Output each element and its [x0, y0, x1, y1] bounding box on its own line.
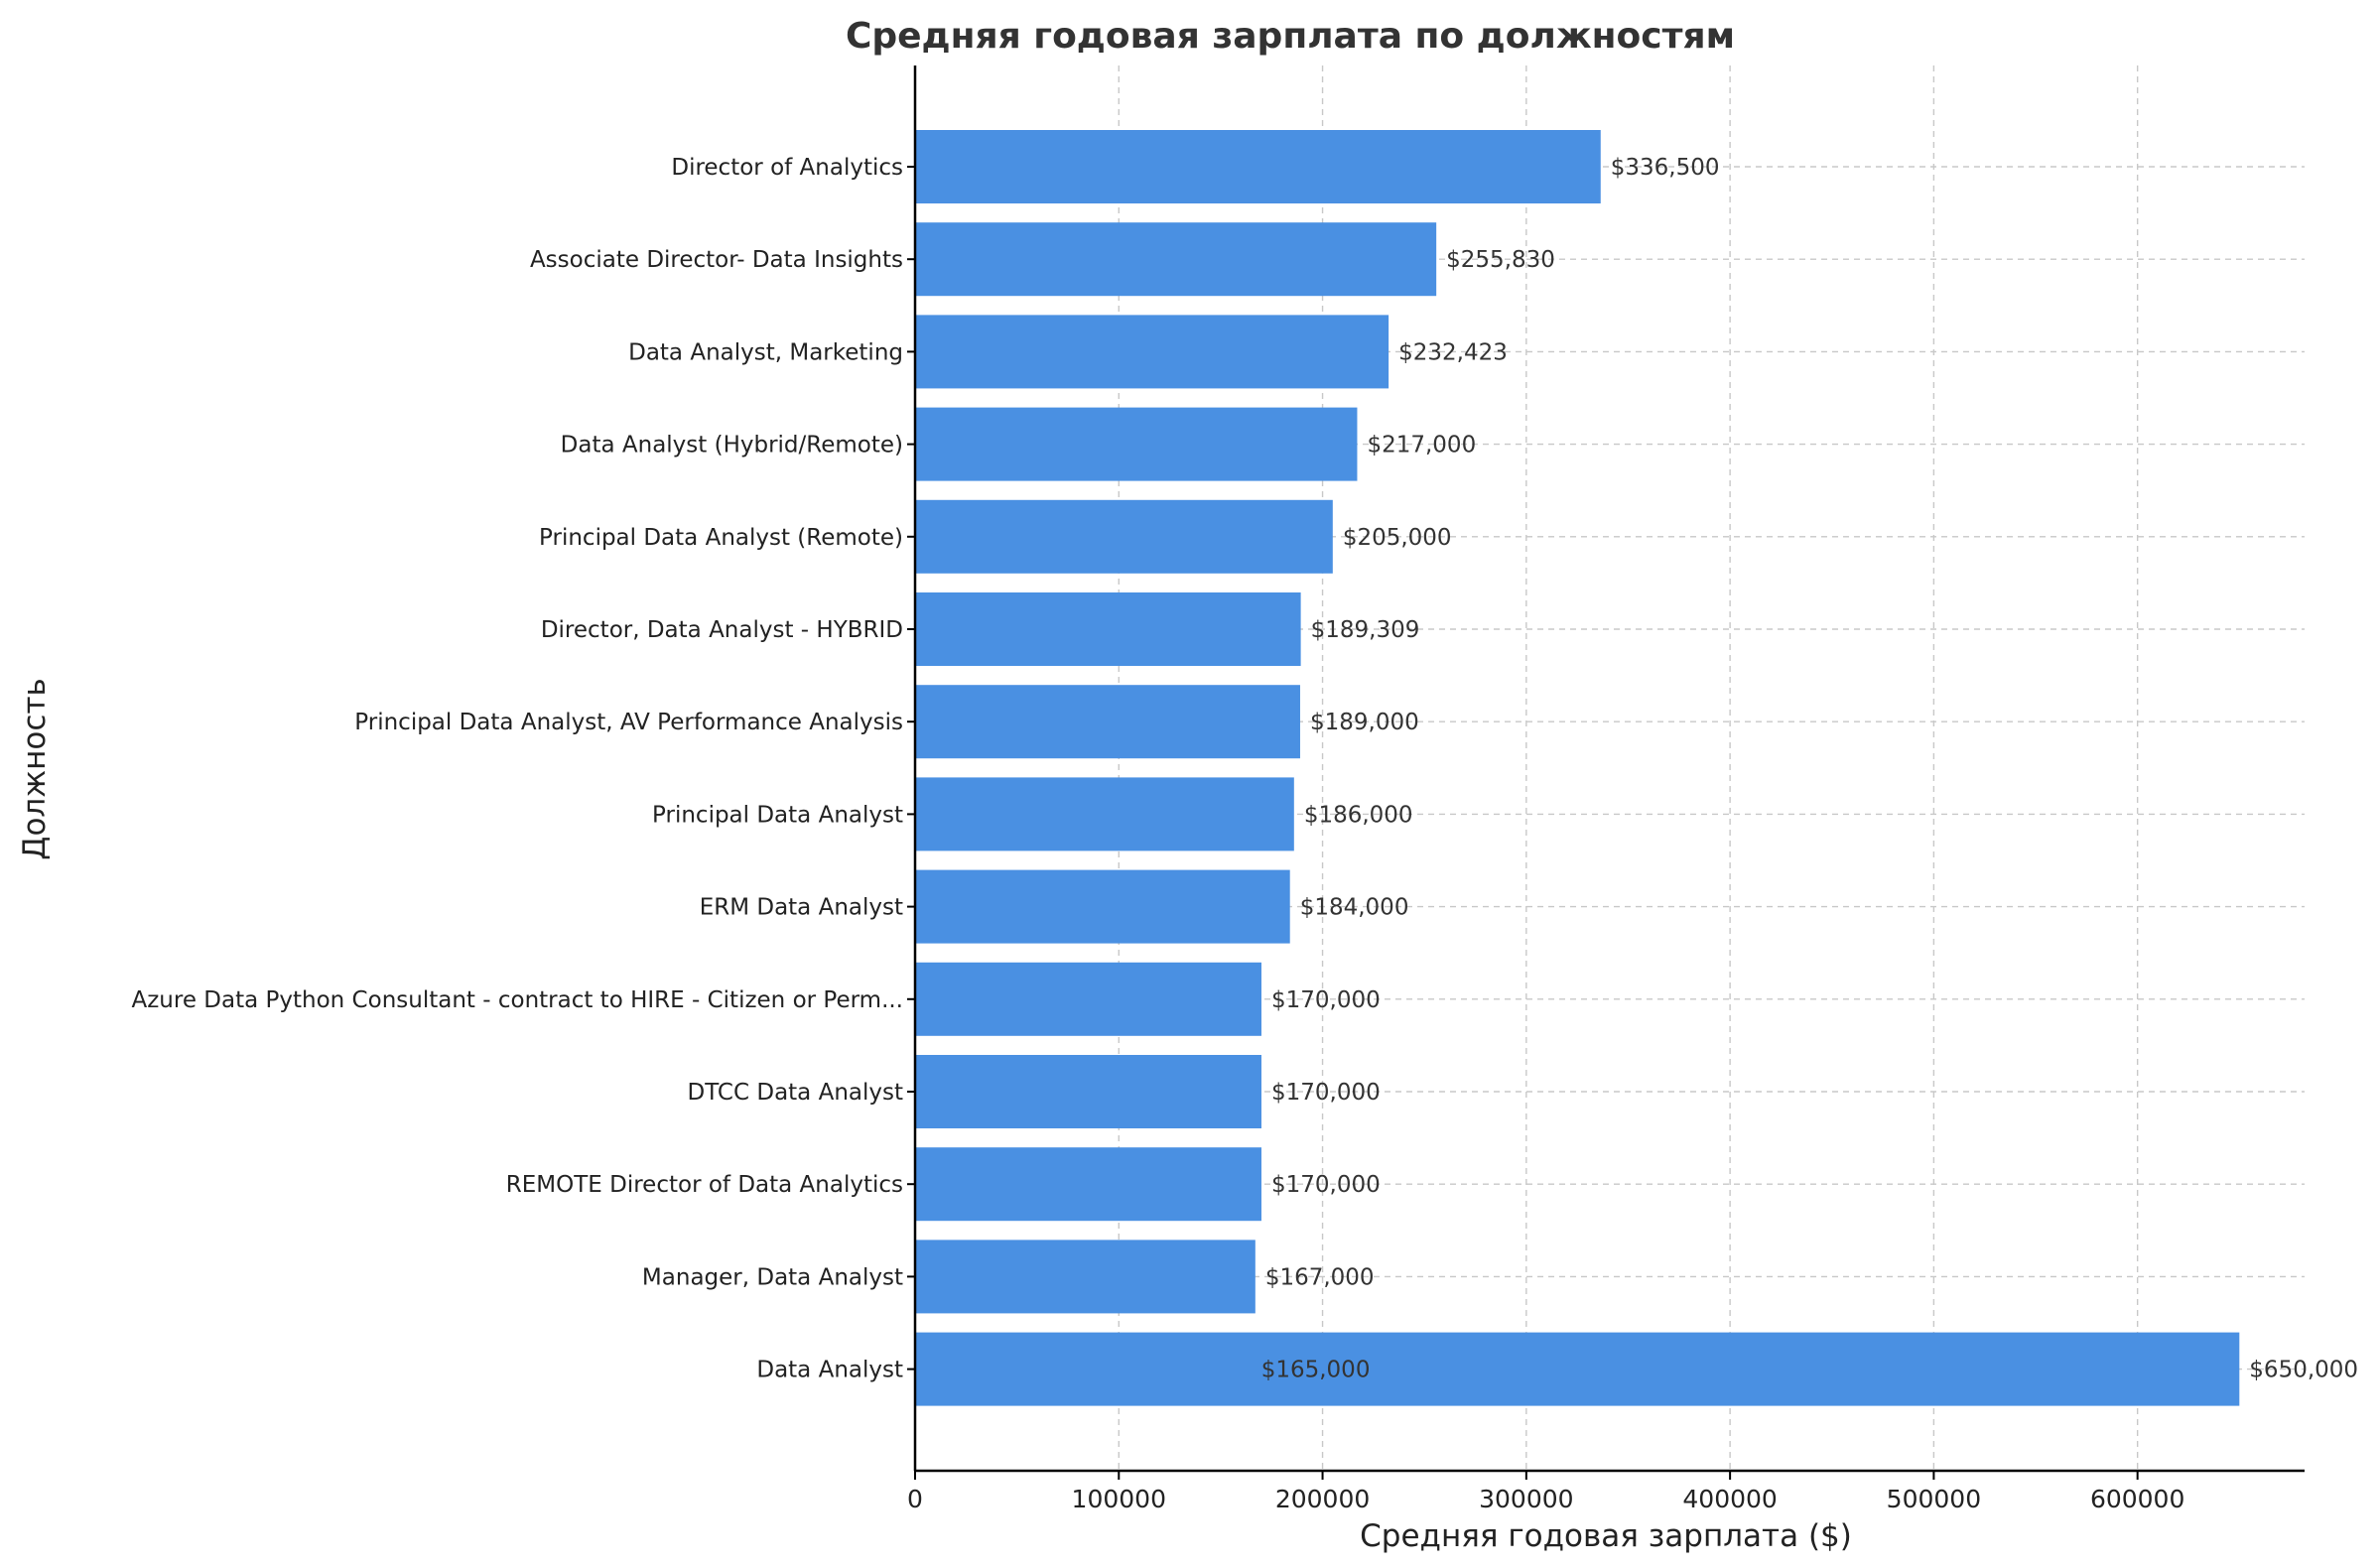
bar: [915, 777, 1294, 851]
bar: [915, 222, 1437, 297]
data-label: $232,423: [1398, 339, 1508, 365]
bar: [915, 1055, 1261, 1128]
y-tick-label: Manager, Data Analyst: [642, 1264, 903, 1290]
y-tick-label: ERM Data Analyst: [700, 895, 903, 921]
data-label: $205,000: [1343, 525, 1452, 551]
data-label: $189,000: [1310, 710, 1419, 735]
y-tick-label: Associate Director- Data Insights: [530, 247, 903, 273]
data-label: $650,000: [2249, 1358, 2358, 1383]
y-tick-label: Data Analyst (Hybrid/Remote): [561, 433, 903, 458]
bar: [915, 1147, 1261, 1222]
x-axis-ticks: 0 100000 200000 300000 400000 500000 600000: [907, 1471, 2184, 1513]
y-axis-label: Должность: [17, 678, 53, 860]
bar: [915, 1240, 1256, 1314]
data-label: $165,000: [1261, 1358, 1371, 1383]
y-tick-label: Director of Analytics: [671, 155, 903, 181]
data-label: $170,000: [1271, 1080, 1381, 1106]
data-label: $170,000: [1271, 987, 1381, 1013]
data-label: $186,000: [1304, 802, 1413, 828]
x-tick-label: 300000: [1479, 1485, 1573, 1513]
y-axis-ticks: Director of Analytics Associate Director-…: [132, 155, 915, 1383]
bar: [915, 869, 1290, 944]
data-label: $255,830: [1446, 247, 1555, 273]
y-tick-label: Director, Data Analyst - HYBRID: [541, 617, 903, 643]
data-label: $217,000: [1367, 433, 1476, 458]
bar: [915, 962, 1261, 1036]
data-labels: $336,500 $255,830 $232,423 $217,000 $205,000…: [1261, 155, 2358, 1383]
data-label: $336,500: [1611, 155, 1720, 181]
x-axis-label: Средняя годовая зарплата ($): [1360, 1518, 1852, 1554]
bars: [915, 130, 2240, 1406]
x-tick-label: 400000: [1682, 1485, 1777, 1513]
bar: [915, 130, 1601, 203]
y-tick-label: DTCC Data Analyst: [688, 1080, 903, 1106]
chart-title: Средняя годовая зарплата по должностям: [846, 16, 1735, 57]
bar: [915, 315, 1389, 389]
y-tick-label: Principal Data Analyst (Remote): [539, 525, 903, 551]
data-label: $189,309: [1311, 617, 1420, 643]
bar: [915, 685, 1300, 759]
y-tick-label: Data Analyst: [756, 1358, 903, 1383]
x-tick-label: 0: [907, 1485, 923, 1513]
data-label: $184,000: [1300, 895, 1409, 921]
y-tick-label: Principal Data Analyst: [652, 802, 903, 828]
data-label: $167,000: [1265, 1264, 1375, 1290]
data-label: $170,000: [1271, 1172, 1381, 1198]
bar: [915, 499, 1333, 574]
x-tick-label: 100000: [1072, 1485, 1166, 1513]
bar: [915, 407, 1358, 481]
y-tick-label: Principal Data Analyst, AV Performance A…: [354, 710, 903, 735]
y-tick-label: REMOTE Director of Data Analytics: [506, 1172, 903, 1198]
y-tick-label: Data Analyst, Marketing: [628, 339, 903, 365]
x-tick-label: 600000: [2090, 1485, 2184, 1513]
x-tick-label: 500000: [1887, 1485, 1981, 1513]
bar: [915, 1332, 2240, 1406]
x-tick-label: 200000: [1275, 1485, 1370, 1513]
bar: [915, 592, 1301, 666]
y-tick-label: Azure Data Python Consultant - contract …: [132, 987, 904, 1013]
